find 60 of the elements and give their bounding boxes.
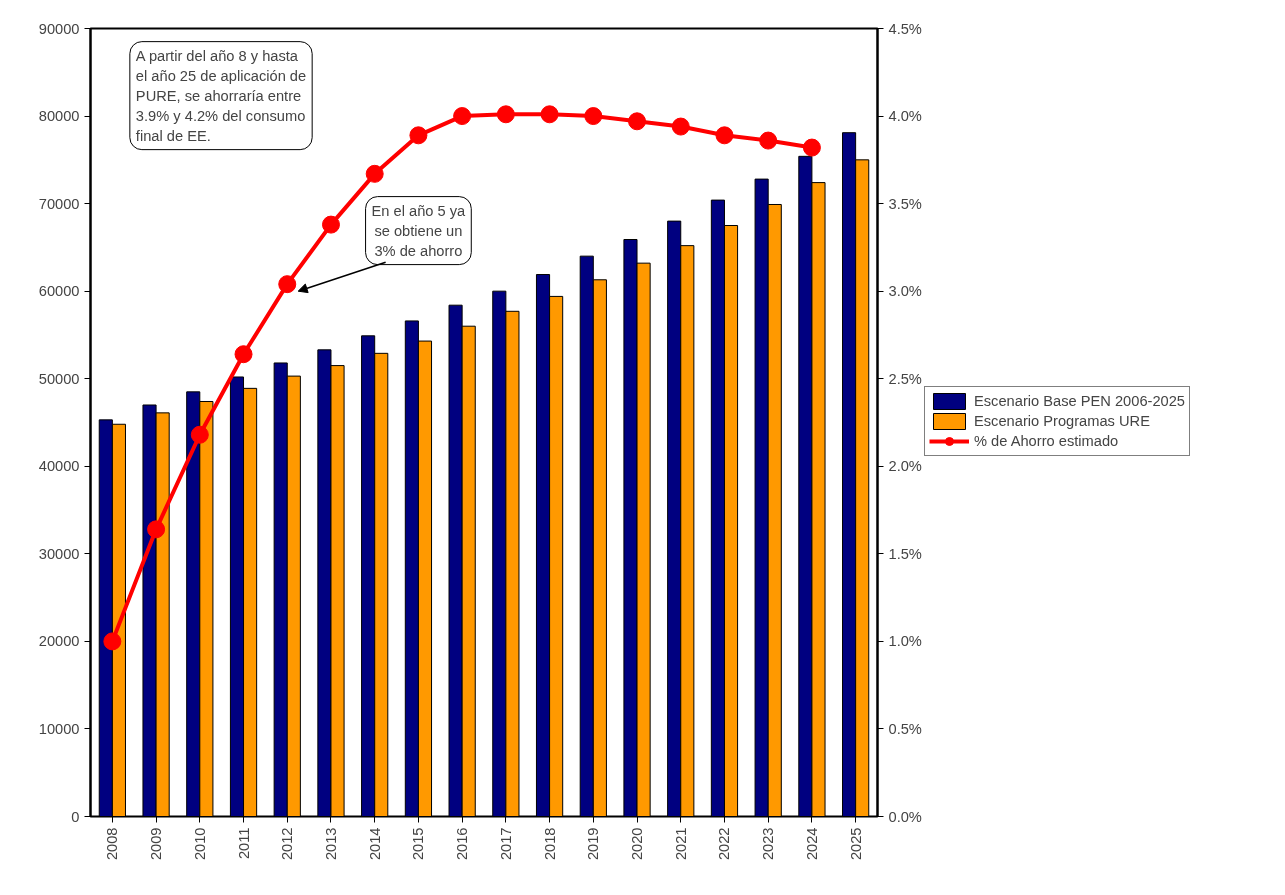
annotation: A partir del año 8 y hasta el año 25 de aplicación de PURE, se ahorraría entre 3.9% y 4.2% del consumo final de EE.	[135, 47, 307, 144]
y2-tick-label: 3.5%	[888, 195, 922, 212]
point	[715, 126, 734, 145]
y-tick-label: 50000	[38, 370, 80, 387]
y-tick-label: 0	[71, 808, 80, 825]
y2-tick-label: 1.0%	[888, 633, 922, 650]
point	[321, 215, 340, 234]
point	[278, 275, 297, 294]
y2-tick-label: 2.0%	[888, 458, 922, 475]
point	[234, 345, 253, 364]
y2-tick-label: 4.0%	[888, 108, 922, 125]
y-tick-label: 30000	[38, 545, 80, 562]
y-tick-label: 10000	[38, 720, 80, 737]
x-tick-label: 2024	[803, 827, 820, 861]
point	[103, 632, 122, 651]
x-tick-label: 2020	[629, 827, 646, 861]
x-tick-label: 2021	[672, 827, 689, 861]
x-tick-label: 2013	[322, 827, 339, 861]
point	[147, 520, 166, 539]
point	[496, 105, 515, 124]
point	[802, 138, 821, 157]
point	[365, 164, 384, 183]
y-tick-label: 80000	[38, 108, 80, 125]
y-tick-label: 70000	[38, 195, 80, 212]
point	[671, 117, 690, 136]
point	[453, 107, 472, 126]
y-tick-label: 40000	[38, 458, 80, 475]
x-tick-label: 2025	[847, 827, 864, 861]
x-tick-label: 2010	[191, 827, 208, 861]
x-tick-label: 2018	[541, 827, 558, 861]
x-tick-label: 2012	[279, 827, 296, 861]
point	[759, 131, 778, 150]
y2-tick-label: 2.5%	[888, 370, 922, 387]
x-tick-label: 2014	[366, 827, 383, 861]
x-tick-label: 2017	[497, 827, 514, 861]
y2-tick-label: 4.5%	[888, 20, 922, 37]
legend-label: Escenario Base PEN 2006-2025	[974, 392, 1186, 409]
x-tick-label: 2016	[454, 827, 471, 861]
legend-label: % de Ahorro estimado	[974, 432, 1119, 449]
x-tick-label: 2011	[235, 827, 252, 860]
x-tick-label: 2008	[104, 827, 121, 861]
y2-tick-label: 0.5%	[888, 720, 922, 737]
legend-label: Escenario Programas URE	[974, 412, 1150, 429]
point	[190, 425, 209, 444]
x-tick-label: 2019	[585, 827, 602, 861]
y-tick-label: 90000	[38, 20, 80, 37]
x-tick-label: 2023	[760, 827, 777, 861]
point	[628, 112, 647, 131]
point	[540, 105, 559, 124]
y-tick-label: 60000	[38, 283, 80, 300]
y2-tick-label: 1.5%	[888, 545, 922, 562]
x-tick-label: 2015	[410, 827, 427, 861]
point	[409, 126, 428, 145]
annotation: En el año 5 ya se obtiene un 3% de ahorro	[371, 202, 467, 259]
x-tick-label: 2022	[716, 827, 733, 861]
y2-tick-label: 0.0%	[888, 808, 922, 825]
y2-tick-label: 3.0%	[888, 283, 922, 300]
x-tick-label: 2009	[148, 827, 165, 861]
point	[584, 107, 603, 126]
y-tick-label: 20000	[38, 633, 80, 650]
